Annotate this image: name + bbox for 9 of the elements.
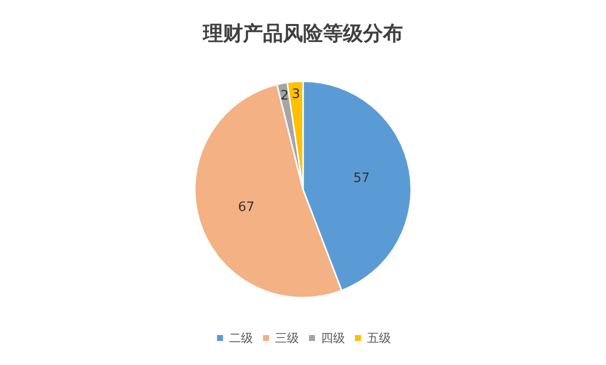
chart-title: 理财产品风险等级分布: [202, 21, 403, 45]
legend-label: 三级: [275, 331, 299, 345]
legend-label: 四级: [321, 331, 345, 345]
data-label: 67: [238, 200, 255, 215]
data-label: 2: [280, 88, 289, 104]
legend-label: 二级: [229, 331, 253, 345]
data-label: 3: [292, 87, 300, 102]
data-label: 57: [353, 171, 370, 186]
legend-label: 五级: [367, 331, 391, 345]
